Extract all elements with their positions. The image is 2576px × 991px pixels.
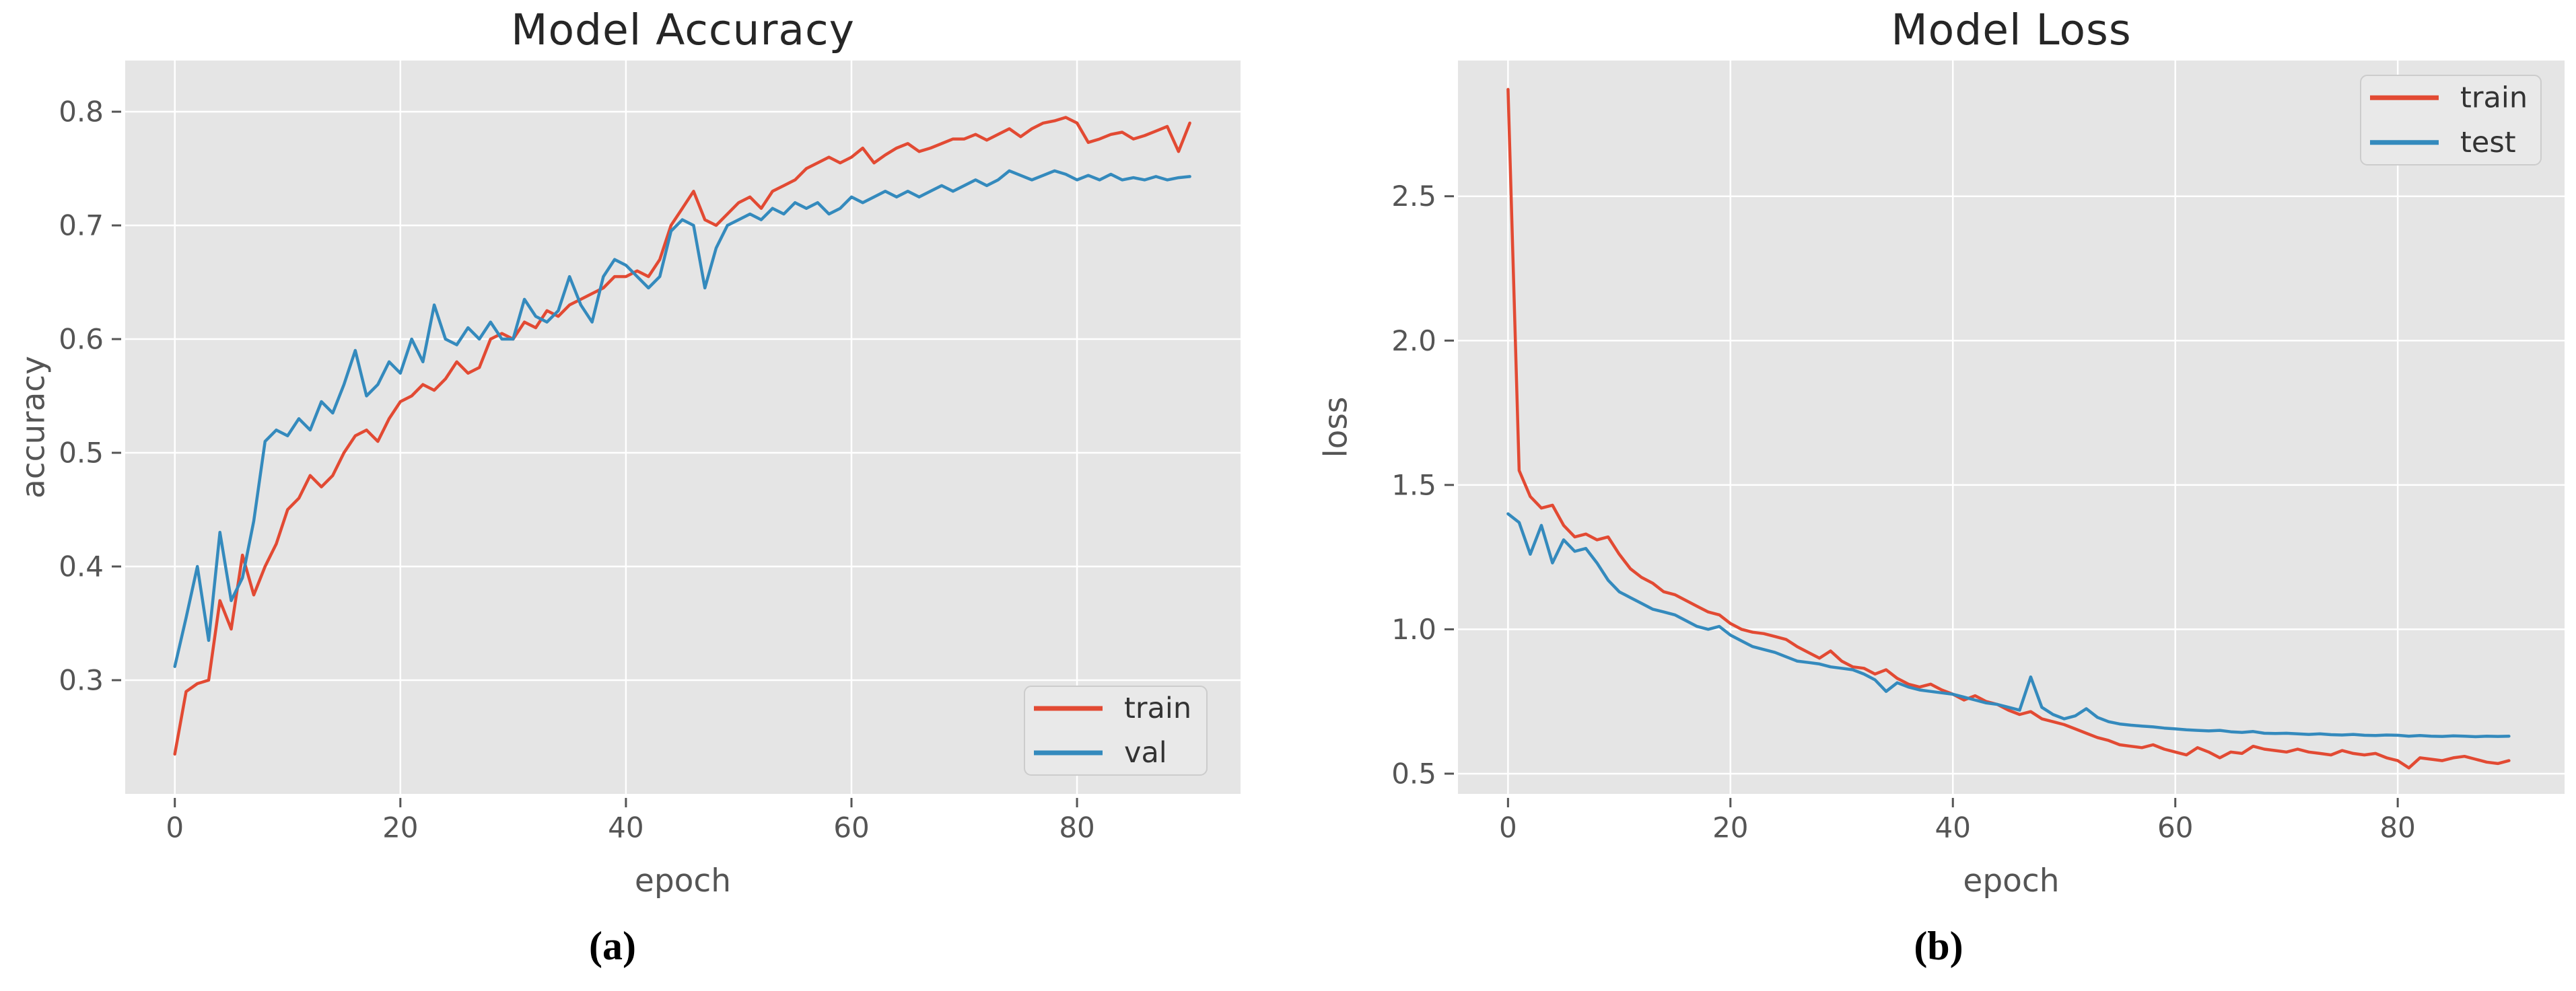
x-tick-label: 40 bbox=[608, 811, 643, 844]
x-tick-label: 0 bbox=[1499, 811, 1517, 844]
y-tick-label: 0.4 bbox=[59, 550, 104, 583]
legend-label: val bbox=[1124, 736, 1167, 770]
y-tick-label: 0.6 bbox=[59, 323, 104, 356]
accuracy-chart-title: Model Accuracy bbox=[511, 5, 855, 54]
accuracy-x-axis-label: epoch bbox=[634, 862, 732, 900]
y-tick-label: 0.5 bbox=[59, 437, 104, 470]
loss-x-axis-label: epoch bbox=[1963, 862, 2060, 900]
accuracy-panel: Model Accuracy accuracy 0.3 0.4 0.5 0.6 0.7 0… bbox=[15, 5, 1241, 968]
legend-label: train bbox=[1124, 692, 1191, 725]
y-tick-label: 1.0 bbox=[1391, 613, 1436, 646]
plot-background bbox=[1458, 61, 2565, 794]
x-tick-label: 80 bbox=[1059, 811, 1094, 844]
train-series-line bbox=[173, 116, 1191, 756]
x-tick-label: 60 bbox=[833, 811, 869, 844]
val-series-line bbox=[173, 169, 1191, 668]
test-series-line bbox=[1506, 512, 2511, 739]
y-tick-label: 0.7 bbox=[59, 209, 104, 242]
y-tick-label: 0.5 bbox=[1391, 757, 1436, 790]
legend-label: train bbox=[2460, 81, 2528, 114]
y-tick-label: 2.5 bbox=[1391, 180, 1436, 213]
x-tick-label: 20 bbox=[1712, 811, 1748, 844]
x-tick-label: 40 bbox=[1935, 811, 1971, 844]
x-tick-label: 80 bbox=[2379, 811, 2415, 844]
legend-label: test bbox=[2460, 126, 2516, 159]
loss-line-chart: 0.5 1.0 1.5 2.0 2.5 0 20 40 60 80 train test bbox=[1391, 61, 2565, 844]
y-tick-label: 0.3 bbox=[59, 664, 104, 697]
x-tick-label: 20 bbox=[382, 811, 418, 844]
subfigure-caption-a: (a) bbox=[589, 924, 636, 968]
accuracy-line-chart: 0.3 0.4 0.5 0.6 0.7 0.8 0 20 40 60 80 train val bbox=[59, 61, 1241, 844]
x-tick-label: 60 bbox=[2157, 811, 2193, 844]
y-tick-label: 0.8 bbox=[59, 96, 104, 129]
loss-chart-title: Model Loss bbox=[1891, 5, 2132, 54]
train-series-line bbox=[1506, 87, 2511, 770]
subfigure-caption-b: (b) bbox=[1914, 924, 1963, 968]
y-tick-label: 1.5 bbox=[1391, 468, 1436, 501]
x-tick-label: 0 bbox=[166, 811, 184, 844]
loss-panel: Model Loss loss 0.5 1.0 1.5 2.0 2.5 0 20 40 60 80… bbox=[1288, 0, 2575, 991]
y-tick-label: 2.0 bbox=[1391, 324, 1436, 357]
